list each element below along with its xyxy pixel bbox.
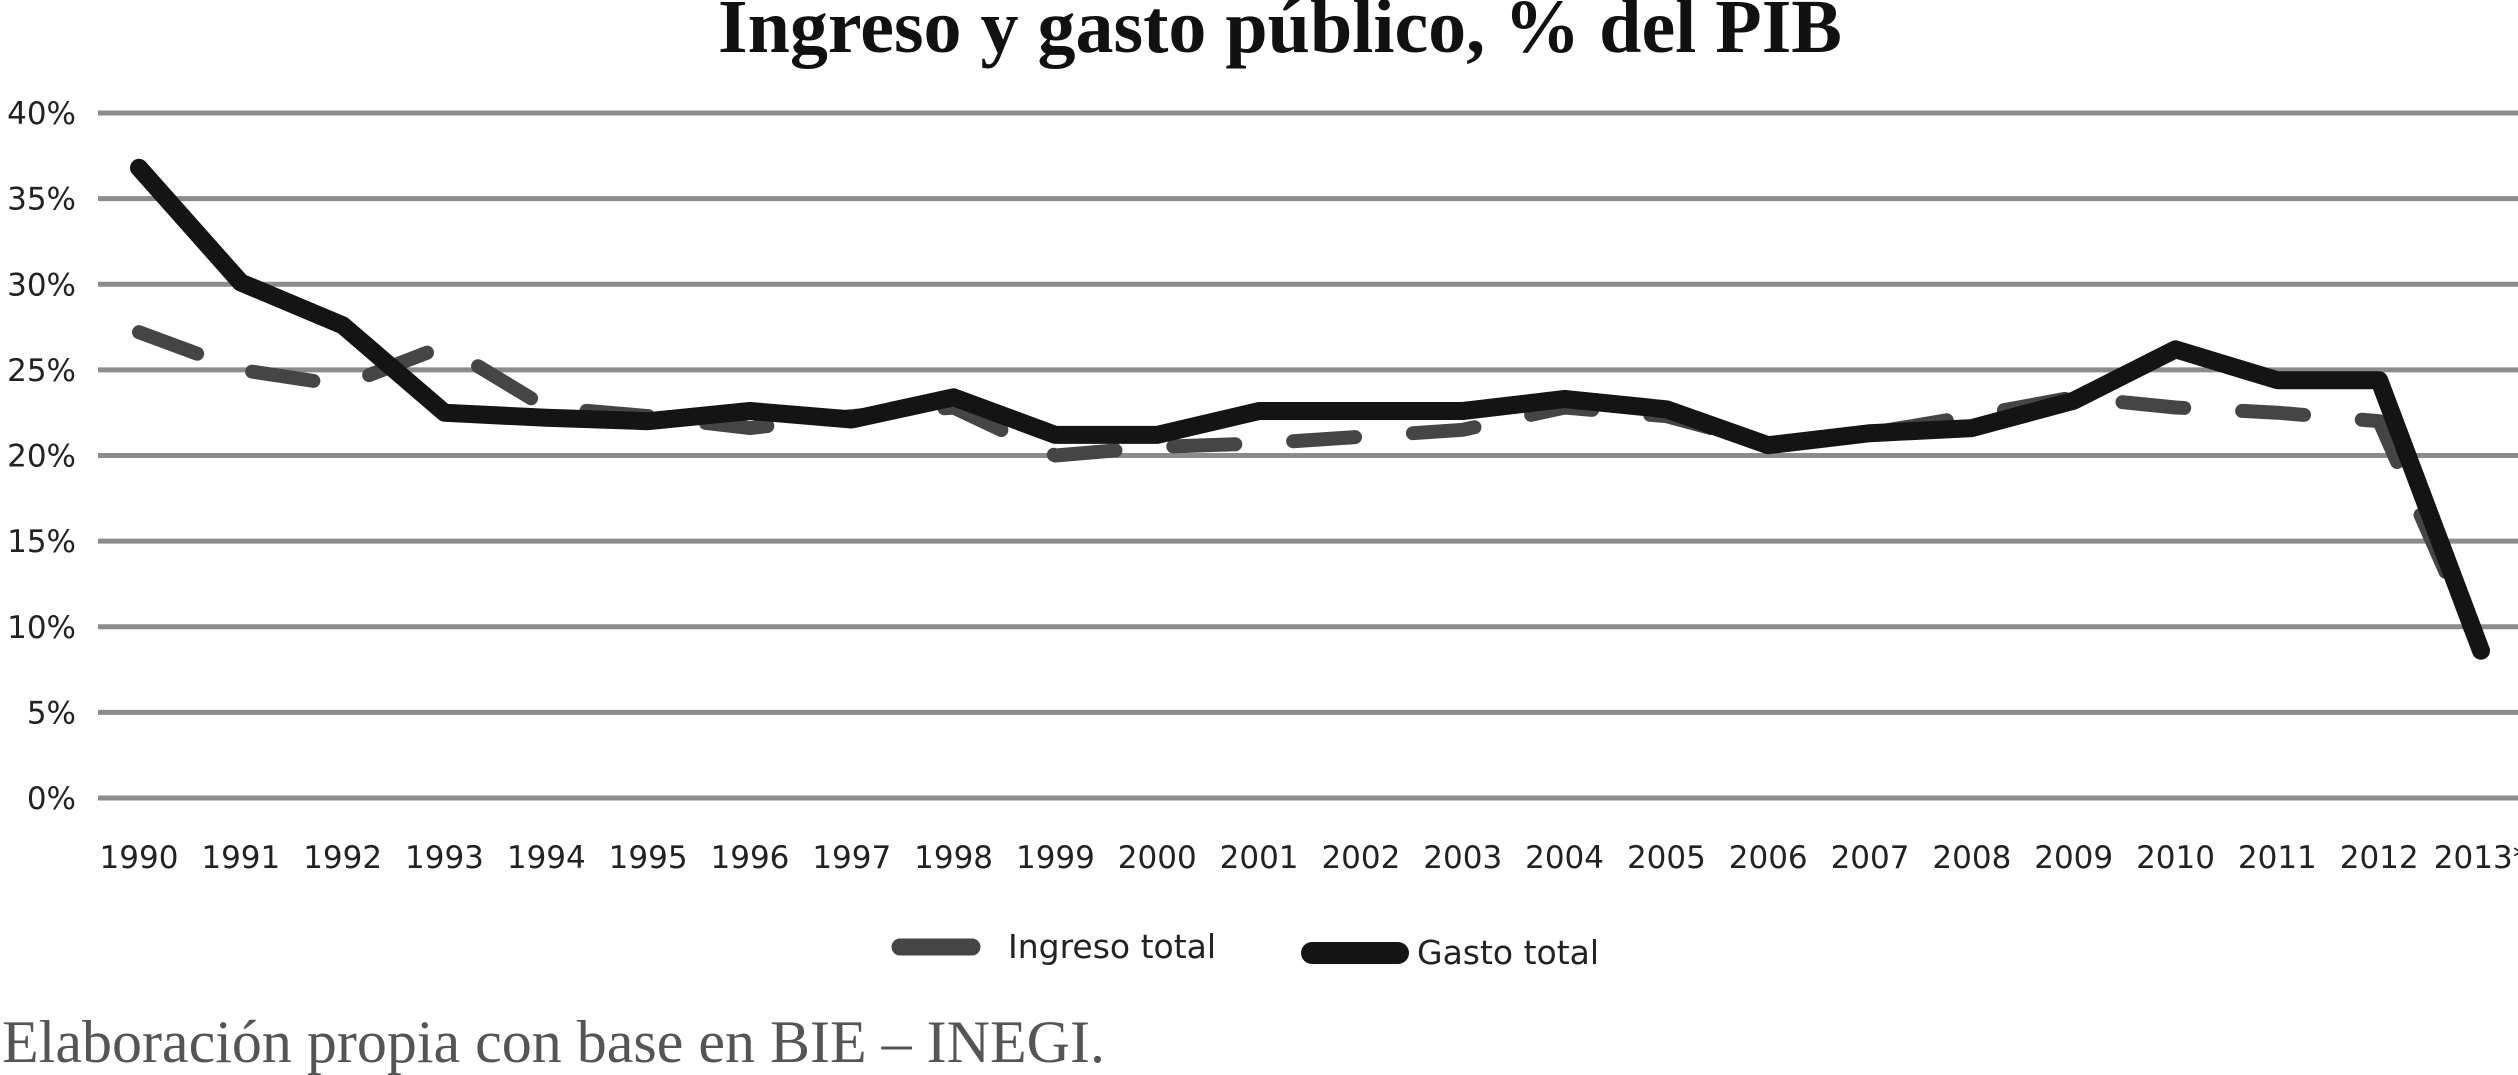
x-tick-label: 2006 <box>1729 840 1808 876</box>
legend: Ingreso total Gasto total <box>891 927 1599 972</box>
y-tick-label: 10% <box>7 610 76 646</box>
x-tick-label: 2005 <box>1627 840 1706 876</box>
x-tick-label: 2011 <box>2238 840 2317 876</box>
x-tick-label: 1994 <box>507 840 586 876</box>
x-tick-label: 2002 <box>1321 840 1400 876</box>
x-tick-label: 2008 <box>1932 840 2011 876</box>
x-axis-ticks: 1990 1991 1992 1993 1994 1995 1996 1997 1998 1999… <box>100 840 2518 876</box>
x-tick-label: 2000 <box>1118 840 1197 876</box>
y-tick-label: 40% <box>7 96 76 132</box>
y-tick-label: 15% <box>7 524 76 560</box>
x-tick-label: 2012 <box>2340 840 2419 876</box>
x-tick-label: 1999 <box>1016 840 1095 876</box>
x-tick-label: 2009 <box>2034 840 2113 876</box>
x-tick-label: 1998 <box>914 840 993 876</box>
x-tick-label: 1993 <box>405 840 484 876</box>
x-tick-label: 2010 <box>2136 840 2215 876</box>
x-tick-label: 1990 <box>100 840 179 876</box>
y-tick-label: 20% <box>7 439 76 475</box>
x-tick-label: 1997 <box>812 840 891 876</box>
y-axis-ticks: 0% 5% 10% 15% 20% 25% 30% 35% 40% <box>7 96 76 817</box>
legend-label-ingreso: Ingreso total <box>1008 927 1216 966</box>
chart-title: Ingreso y gasto público, % del PIB <box>718 0 1842 69</box>
x-tick-label: 2013* <box>2434 840 2518 876</box>
grid <box>98 110 2518 801</box>
series-line-gasto-total <box>130 158 2490 660</box>
x-tick-label: 2007 <box>1831 840 1910 876</box>
x-tick-label: 1996 <box>711 840 790 876</box>
y-tick-label: 0% <box>27 781 76 817</box>
y-tick-label: 25% <box>7 353 76 389</box>
x-tick-label: 1991 <box>201 840 280 876</box>
x-tick-label: 2001 <box>1220 840 1299 876</box>
x-tick-label: 1992 <box>303 840 382 876</box>
series-lines <box>130 158 2490 660</box>
x-tick-label: 1995 <box>609 840 688 876</box>
y-tick-label: 30% <box>7 267 76 303</box>
source-note: Elaboración propia con base en BIE – INE… <box>2 1009 1105 1075</box>
x-tick-label: 2004 <box>1525 840 1604 876</box>
legend-label-gasto: Gasto total <box>1417 933 1599 972</box>
y-tick-label: 5% <box>27 695 76 731</box>
y-tick-label: 35% <box>7 182 76 218</box>
x-tick-label: 2003 <box>1423 840 1502 876</box>
series-line-ingreso-total <box>132 325 2488 660</box>
